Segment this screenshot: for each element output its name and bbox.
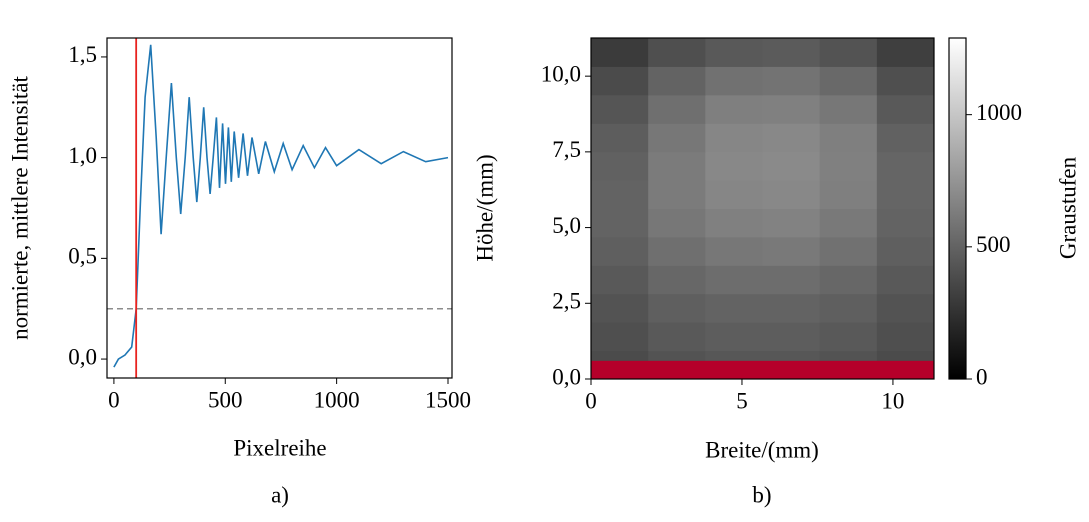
x-tick-label: 10 [881, 388, 904, 413]
heatmap-cell [591, 180, 649, 209]
heatmap-cell [876, 151, 935, 181]
colorbar [948, 37, 967, 380]
heatmap-cell [762, 151, 821, 181]
heatmap-cell [876, 38, 935, 67]
heatmap-cell [762, 265, 821, 295]
heatmap-cell [648, 123, 706, 153]
heatmap-cell [762, 322, 821, 352]
heatmap-cell [591, 94, 649, 124]
y-tick-label: 5,0 [552, 213, 581, 238]
heatmap-cell [648, 151, 706, 181]
data-line [113, 44, 449, 368]
heatmap-cell [591, 236, 649, 266]
heatmap-cell [705, 123, 763, 153]
caption: b) [752, 482, 771, 507]
heatmap-cell [819, 322, 878, 352]
heatmap-cell [705, 66, 763, 96]
colorbar-tick-label: 500 [976, 232, 1011, 257]
heatmap-cell [819, 236, 878, 266]
heatmap-cell [648, 180, 706, 209]
heatmap-cell [705, 38, 763, 67]
heatmap-cell [591, 265, 649, 295]
heatmap-cell [648, 208, 706, 238]
x-tick-label: 1500 [425, 387, 471, 412]
y-axis-label: Höhe/(mm) [472, 154, 497, 261]
axes-frame [590, 37, 935, 380]
heatmap-cell [591, 208, 649, 238]
heatmap-cell [876, 265, 935, 295]
heatmap-cell [762, 208, 821, 238]
y-tick-label: 2,5 [552, 289, 581, 314]
y-tick-label: 0,5 [68, 244, 97, 269]
heatmap-cell [591, 293, 649, 323]
heatmap-cell [762, 66, 821, 96]
heatmap-cell [819, 180, 878, 209]
colorbar-tick-label: 0 [976, 364, 988, 389]
x-axis-label: Pixelreihe [233, 435, 326, 460]
x-tick-label: 5 [736, 388, 748, 413]
colorbar-tick-label: 1000 [976, 100, 1022, 125]
heatmap-cell [648, 66, 706, 96]
heatmap-cell [591, 151, 649, 181]
mask [591, 360, 934, 379]
x-tick-label: 1000 [314, 387, 360, 412]
heatmap-cell [819, 208, 878, 238]
colorbar-label: Graustufen [1055, 156, 1080, 259]
heatmap-cell [591, 66, 649, 96]
heatmap-cell [591, 322, 649, 352]
heatmap-cell [648, 94, 706, 124]
heatmap-cell [819, 293, 878, 323]
heatmap-cell [876, 322, 935, 352]
heatmap-cell [648, 236, 706, 266]
heatmap-cell [876, 208, 935, 238]
heatmap-cell [705, 293, 763, 323]
x-axis-label: Breite/(mm) [705, 437, 819, 462]
x-tick-label: 0 [585, 388, 597, 413]
heatmap-cell [819, 66, 878, 96]
heatmap-cell [819, 94, 878, 124]
heatmap-cell [705, 208, 763, 238]
heatmap-cell [591, 123, 649, 153]
caption: a) [271, 482, 289, 507]
y-tick-label: 1,5 [68, 42, 97, 67]
heatmap-cell [876, 180, 935, 209]
heatmap-cell [762, 236, 821, 266]
x-tick-label: 500 [208, 387, 243, 412]
heatmap-cell [591, 38, 649, 67]
y-axis-label: normierte, mittlere Intensität [7, 76, 32, 340]
y-tick-label: 0,0 [68, 344, 97, 369]
heatmap-cell [876, 66, 935, 96]
x-tick-label: 0 [108, 387, 120, 412]
heatmap-cell [762, 94, 821, 124]
heatmap-cell [648, 265, 706, 295]
heatmap-cell [762, 180, 821, 209]
heatmap-cell [648, 293, 706, 323]
heatmap-cell [819, 265, 878, 295]
heatmap-cell [819, 123, 878, 153]
y-tick-label: 0,0 [552, 364, 581, 389]
heatmap-cell [648, 322, 706, 352]
heatmap-cell [876, 236, 935, 266]
heatmap-cell [876, 293, 935, 323]
heatmap-cell [705, 265, 763, 295]
heatmap-cell [762, 123, 821, 153]
heatmap-cell [762, 38, 821, 67]
heatmap-cell [705, 180, 763, 209]
y-tick-label: 10,0 [541, 61, 581, 86]
y-tick-label: 7,5 [552, 137, 581, 162]
axes-frame [106, 37, 453, 379]
heatmap-cell [705, 151, 763, 181]
heatmap-cell [819, 151, 878, 181]
heatmap-cell [876, 94, 935, 124]
heatmap-cell [648, 38, 706, 67]
heatmap-cell [705, 94, 763, 124]
heatmap-cell [819, 38, 878, 67]
heatmap-cell [762, 293, 821, 323]
y-tick-label: 1,0 [68, 143, 97, 168]
heatmap-cell [876, 123, 935, 153]
heatmap-cell [705, 236, 763, 266]
heatmap-cell [705, 322, 763, 352]
